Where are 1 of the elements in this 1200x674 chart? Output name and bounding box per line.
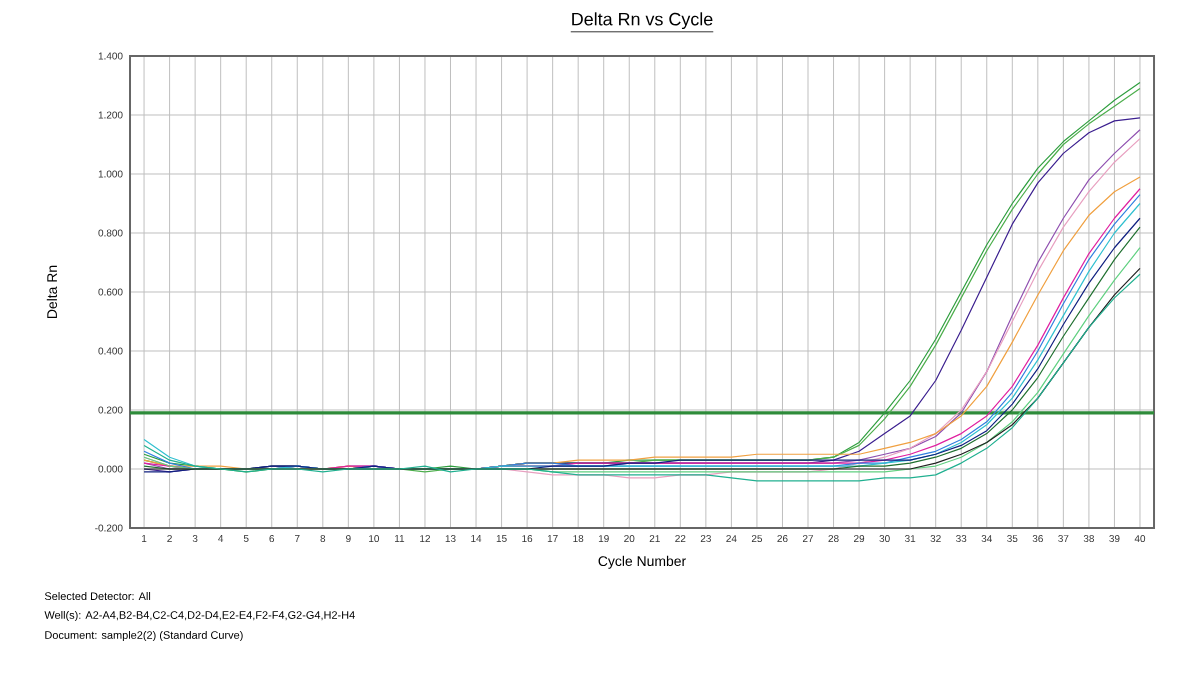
chart-title: Delta Rn vs Cycle bbox=[572, 12, 713, 30]
